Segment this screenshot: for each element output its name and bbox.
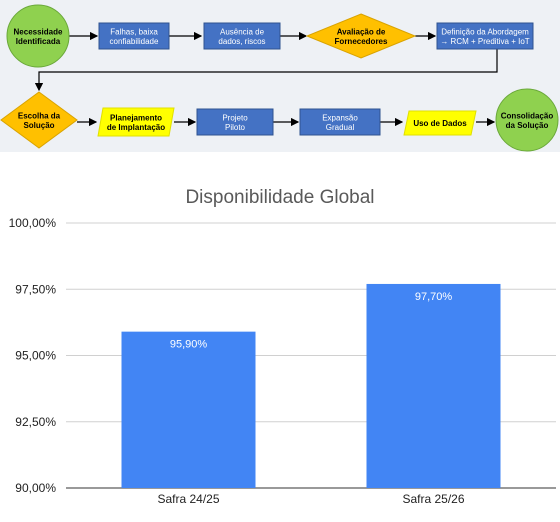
x-category-label: Safra 24/25 <box>157 492 219 506</box>
flow-node-label: Solução <box>23 121 54 130</box>
flow-node-label: Identificada <box>16 37 61 46</box>
flow-node-label: → RCM + Preditiva + IoT <box>440 37 529 46</box>
flow-node-shape <box>299 108 381 136</box>
flow-node-shape <box>97 107 175 137</box>
flow-node-label: da Solução <box>506 121 549 130</box>
flow-node-label: Definição da Abordagem <box>441 27 529 36</box>
flow-node-label: Piloto <box>225 123 246 132</box>
flow-node-n5: Definição da Abordagem→ RCM + Preditiva … <box>436 22 534 50</box>
data-label: 95,90% <box>170 339 208 351</box>
y-tick-label: 97,50% <box>15 282 56 296</box>
flow-node-label: Necessidade <box>14 27 63 36</box>
flow-node-label: Projeto <box>222 113 248 122</box>
flow-node-n10: Uso de Dados <box>403 110 477 136</box>
flow-node-shape <box>436 22 534 50</box>
flow-node-label: Fornecedores <box>335 37 388 46</box>
flow-node-shape <box>305 13 417 59</box>
flow-node-label: Consolidação <box>501 111 554 120</box>
y-tick-label: 95,00% <box>15 349 56 363</box>
y-tick-label: 90,00% <box>15 481 56 495</box>
availability-chart: Disponibilidade Global 90,00% 92,50% 95,00… <box>0 152 560 522</box>
flow-node-label: de Implantação <box>107 123 165 132</box>
flow-node-label: Uso de Dados <box>413 119 467 128</box>
flow-node-label: dados, riscos <box>218 37 265 46</box>
bar-1 <box>121 331 256 488</box>
flow-node-shape <box>98 22 170 50</box>
flow-node-label: Planejamento <box>110 113 162 122</box>
flow-node-shape <box>495 88 559 152</box>
bar-2 <box>366 283 501 488</box>
flow-node-label: Ausência de <box>220 27 265 36</box>
flow-node-label: Expansão <box>322 113 358 122</box>
flow-node-shape <box>403 110 477 136</box>
process-flowchart: Necessidade Identificada Falhas, baixa conf… <box>0 0 560 152</box>
flow-node-label: Gradual <box>326 123 355 132</box>
arrow-5-6 <box>34 49 498 92</box>
x-category-label: Safra 25/26 <box>402 492 464 506</box>
flow-node-label: confiabilidade <box>110 37 159 46</box>
y-tick-label: 92,50% <box>15 415 56 429</box>
y-tick-label: 100,00% <box>9 216 57 230</box>
flow-node-shape <box>0 91 78 149</box>
flow-node-shape <box>6 4 70 68</box>
data-label: 97,70% <box>415 291 453 303</box>
flow-node-shape <box>196 108 274 136</box>
chart-title: Disponibilidade Global <box>185 187 374 208</box>
flow-node-shape <box>203 22 281 50</box>
flow-node-label: Avaliação de <box>337 27 386 36</box>
flow-node-label: Escolha da <box>18 111 61 120</box>
flow-node-label: Falhas, baixa <box>110 27 158 36</box>
bar-chart-canvas: Disponibilidade Global 90,00% 92,50% 95,00… <box>9 187 556 506</box>
